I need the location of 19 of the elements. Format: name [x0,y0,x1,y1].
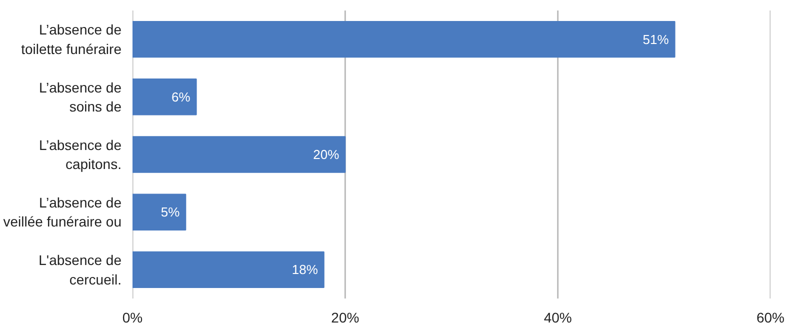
data-label: 6% [172,89,191,104]
y-tick-label: L'absence de cercueil. [38,252,122,288]
bar [132,194,186,230]
y-tick-label: L’absence de toilette funéraire [21,22,122,57]
x-tick-label: 40% [544,310,572,326]
y-tick-label: L’absence de soins de [38,79,122,114]
x-tick-label: 60% [756,310,785,326]
bar [132,78,197,116]
y-tick-label: L’absence de veillée funéraire ou [3,194,122,230]
x-tick-label: 0% [122,310,143,326]
y-tick-label: L’absence de capitons. [38,136,122,172]
x-tick-label: 20% [331,310,360,326]
data-label: 18% [292,262,318,278]
data-label: 5% [160,204,180,220]
data-label: 51% [642,32,670,47]
data-label: 20% [313,147,340,162]
bar [132,251,324,288]
bar [132,20,676,58]
bar [132,136,346,173]
